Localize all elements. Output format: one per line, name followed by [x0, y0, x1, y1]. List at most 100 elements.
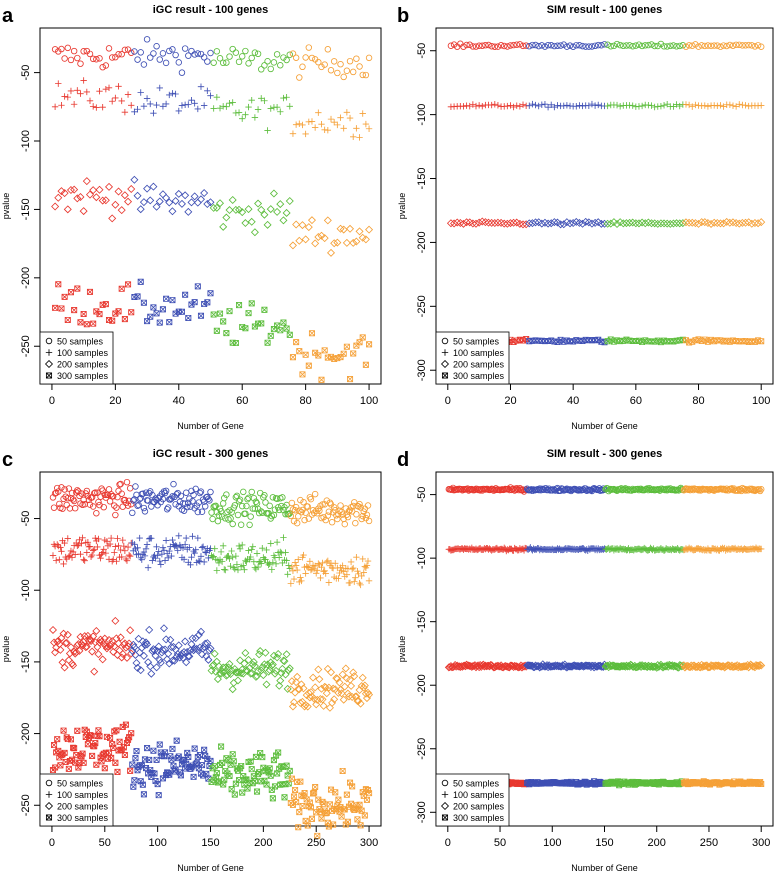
data-point: [601, 41, 608, 48]
data-point: [314, 567, 321, 574]
data-point: [349, 238, 358, 247]
data-point: [267, 105, 274, 112]
data-point: [284, 666, 293, 675]
data-point: [293, 799, 300, 806]
data-point: [616, 103, 624, 110]
data-point: [635, 103, 643, 110]
data-point: [333, 238, 342, 247]
data-point: [463, 661, 472, 670]
data-point: [272, 666, 281, 675]
data-point: [163, 506, 171, 513]
data-point: [254, 563, 262, 571]
data-point: [117, 206, 126, 215]
data-point: [238, 762, 245, 769]
data-point: [114, 187, 123, 196]
data-point: [188, 554, 195, 561]
data-point: [335, 678, 344, 687]
data-point: [194, 50, 202, 57]
data-point: [365, 517, 373, 525]
data-point: [359, 334, 366, 341]
data-point: [322, 689, 331, 698]
legend-symbol: [441, 337, 449, 345]
legend-symbol: [45, 814, 53, 821]
data-point: [116, 738, 123, 745]
data-point: [240, 488, 247, 496]
data-point: [516, 41, 524, 48]
data-point: [566, 219, 575, 228]
data-point: [66, 505, 74, 512]
data-point: [112, 511, 119, 519]
data-point: [221, 566, 228, 573]
data-point: [223, 330, 230, 337]
data-point: [327, 115, 335, 123]
data-point: [93, 643, 102, 652]
y-axis-label: pvalue: [397, 636, 407, 663]
data-point: [70, 185, 79, 194]
data-point: [304, 503, 311, 510]
data-point: [739, 42, 746, 49]
data-point: [204, 87, 211, 94]
data-point: [313, 570, 320, 577]
data-point: [305, 44, 313, 51]
data-point: [352, 237, 361, 246]
data-point: [143, 541, 151, 548]
data-point: [90, 667, 99, 676]
data-point: [698, 42, 705, 49]
data-point: [242, 510, 249, 517]
data-point: [86, 543, 94, 550]
data-point: [525, 661, 534, 670]
data-point: [311, 239, 320, 248]
data-point: [685, 218, 694, 227]
data-point: [194, 534, 202, 542]
data-point: [80, 759, 87, 766]
data-point: [560, 41, 567, 48]
data-point: [184, 503, 191, 511]
data-point: [140, 504, 148, 512]
data-point: [264, 58, 271, 65]
data-point: [345, 507, 353, 515]
data-point: [262, 499, 269, 506]
data-point: [56, 556, 63, 563]
data-point: [242, 325, 249, 332]
data-point: [307, 216, 316, 225]
data-point: [145, 489, 153, 497]
data-point: [66, 643, 75, 652]
data-point: [194, 631, 203, 640]
data-point: [259, 671, 268, 680]
data-point: [209, 660, 218, 669]
data-point: [228, 685, 237, 694]
data-point: [316, 695, 325, 704]
data-point: [732, 41, 740, 49]
data-point: [74, 727, 81, 734]
data-point: [628, 218, 637, 227]
y-tick-label: -50: [416, 43, 428, 59]
data-point: [67, 56, 75, 64]
data-point: [270, 59, 278, 66]
data-points: [446, 40, 766, 346]
data-point: [305, 362, 312, 369]
data-point: [312, 783, 319, 791]
data-point: [244, 655, 253, 664]
data-point: [96, 733, 103, 740]
data-point: [353, 511, 360, 518]
data-point: [757, 661, 766, 670]
data-point: [101, 196, 110, 205]
data-point: [101, 491, 109, 499]
data-point: [158, 646, 167, 655]
data-point: [296, 809, 303, 816]
data-point: [193, 198, 202, 207]
data-point: [110, 493, 117, 500]
data-point: [55, 281, 62, 288]
data-point: [140, 548, 148, 556]
data-point: [325, 703, 334, 712]
data-point: [366, 341, 373, 348]
data-point: [239, 789, 246, 796]
data-point: [152, 663, 161, 672]
data-point: [48, 625, 57, 634]
data-point: [147, 313, 154, 320]
data-point: [166, 47, 173, 55]
data-point: [171, 196, 180, 205]
panel-label: b: [397, 5, 409, 27]
y-tick-label: -250: [20, 794, 32, 816]
data-point: [758, 780, 765, 787]
